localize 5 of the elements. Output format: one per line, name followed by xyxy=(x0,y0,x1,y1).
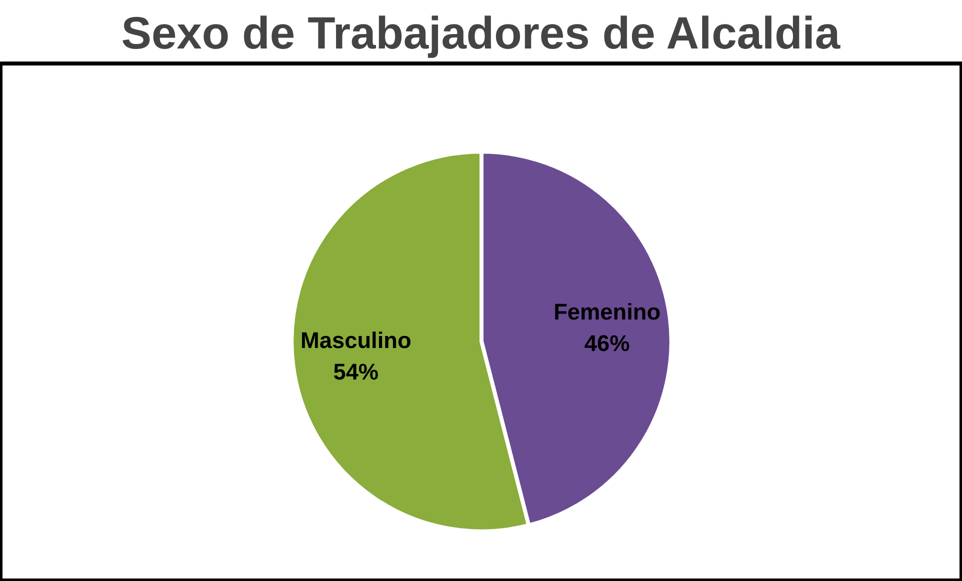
data-label: 54% xyxy=(333,358,379,384)
data-label: 46% xyxy=(584,330,630,356)
slice-label: Masculino xyxy=(300,327,412,354)
chart-title: Sexo de Trabajadores de Alcaldia xyxy=(121,8,841,58)
slice-label: Femenino xyxy=(554,298,661,325)
